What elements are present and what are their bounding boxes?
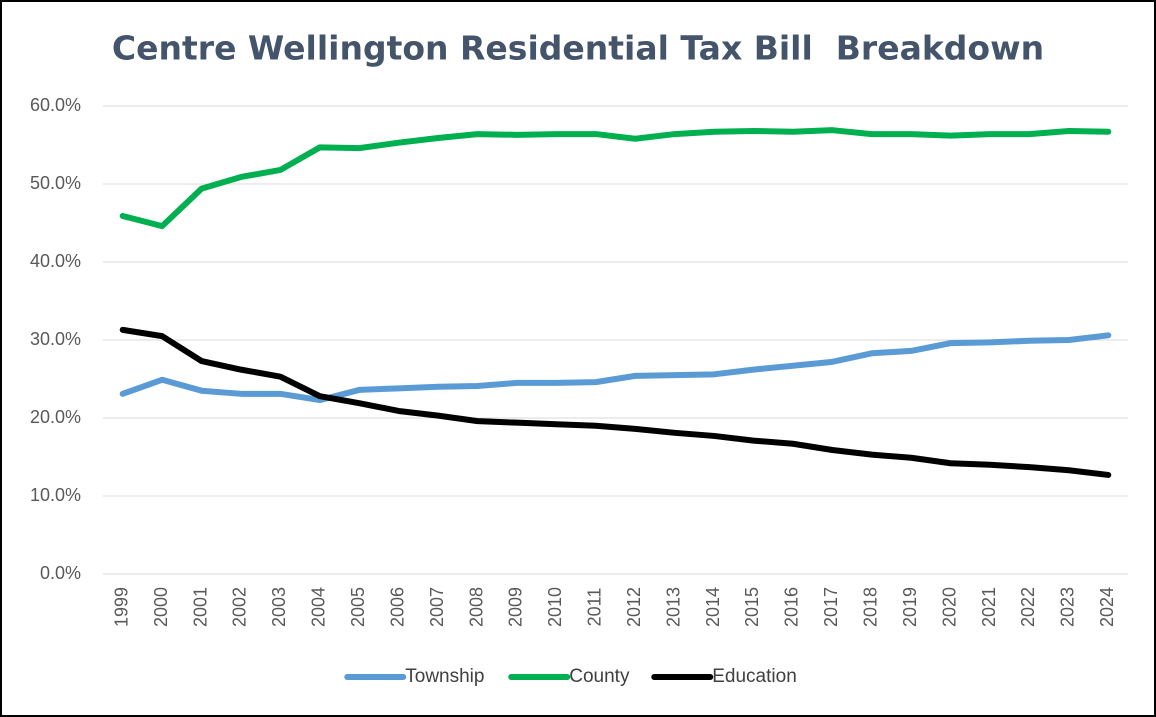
x-tick-label: 2001 <box>190 587 210 627</box>
x-tick-label: 2013 <box>663 587 683 627</box>
chart-title: Centre Wellington Residential Tax Bill B… <box>112 29 1044 68</box>
x-tick-label: 2003 <box>269 587 289 627</box>
x-tick-label: 2024 <box>1097 587 1117 627</box>
x-tick-label: 2017 <box>821 587 841 627</box>
x-tick-label: 2015 <box>742 587 762 627</box>
x-tick-label: 2023 <box>1058 587 1078 627</box>
x-tick-label: 2009 <box>506 587 526 627</box>
x-tick-label: 2016 <box>782 587 802 627</box>
x-tick-label: 2019 <box>900 587 920 627</box>
y-tick-label: 20.0% <box>30 407 81 427</box>
x-tick-label: 1999 <box>111 587 131 627</box>
x-tick-label: 2012 <box>624 587 644 627</box>
x-tick-label: 2018 <box>861 587 881 627</box>
y-tick-label: 0.0% <box>40 563 81 583</box>
x-tick-label: 2008 <box>466 587 486 627</box>
x-tick-label: 2002 <box>230 587 250 627</box>
x-tick-label: 2000 <box>151 587 171 627</box>
x-tick-label: 2022 <box>1018 587 1038 627</box>
x-tick-label: 2010 <box>545 587 565 627</box>
x-tick-label: 2007 <box>427 587 447 627</box>
line-series <box>119 127 1112 230</box>
legend-label: Township <box>405 666 484 687</box>
line-series <box>119 326 1112 478</box>
y-tick-label: 40.0% <box>30 251 81 271</box>
line-series <box>119 332 1112 404</box>
x-tick-label: 2021 <box>979 587 999 627</box>
legend-label: Education <box>712 666 797 687</box>
x-tick-label: 2004 <box>309 587 329 627</box>
x-tick-label: 2014 <box>703 587 723 627</box>
x-tick-label: 2020 <box>939 587 959 627</box>
x-tick-label: 2005 <box>348 587 368 627</box>
y-tick-label: 10.0% <box>30 485 81 505</box>
legend-label: County <box>569 666 630 687</box>
x-tick-label: 2006 <box>387 587 407 627</box>
y-tick-label: 30.0% <box>30 329 81 349</box>
y-tick-label: 60.0% <box>30 95 81 115</box>
x-tick-label: 2011 <box>585 588 605 627</box>
y-tick-label: 50.0% <box>30 173 81 193</box>
